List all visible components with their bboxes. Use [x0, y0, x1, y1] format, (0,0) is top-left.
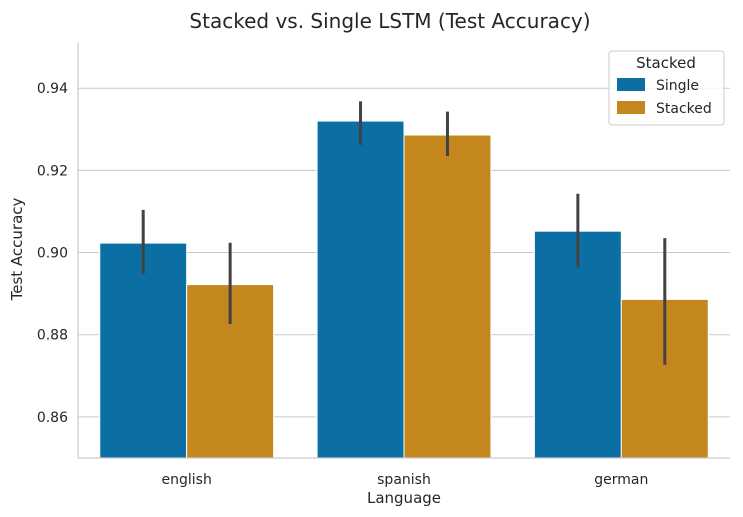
bar-single-english [99, 242, 188, 459]
bars [99, 120, 709, 459]
error-bars [141, 101, 667, 365]
y-tick-label: 0.92 [37, 163, 68, 179]
y-tick-label: 0.86 [37, 410, 68, 426]
legend-swatch-single [617, 78, 645, 91]
x-tick-labels: english spanish german [162, 472, 649, 488]
chart-title: Stacked vs. Single LSTM (Test Accuracy) [189, 9, 590, 33]
y-tick-label: 0.90 [37, 246, 68, 262]
x-tick-label: german [594, 472, 648, 488]
x-tick-label: english [162, 472, 212, 488]
y-tick-label: 0.88 [37, 328, 68, 344]
legend-swatch-stacked [617, 101, 645, 114]
legend-label-single: Single [656, 78, 699, 94]
x-tick-label: spanish [377, 472, 431, 488]
y-tick-labels: 0.86 0.88 0.90 0.92 0.94 [37, 81, 68, 426]
bar-single-spanish [316, 120, 405, 459]
y-axis-label: Test Accuracy [8, 197, 26, 301]
y-tick-label: 0.94 [37, 81, 68, 97]
legend-label-stacked: Stacked [656, 101, 712, 117]
bar-stacked-spanish [403, 134, 492, 459]
x-axis-label: Language [367, 489, 441, 507]
legend-title: Stacked [636, 54, 696, 72]
legend: Stacked Single Stacked [608, 50, 725, 126]
